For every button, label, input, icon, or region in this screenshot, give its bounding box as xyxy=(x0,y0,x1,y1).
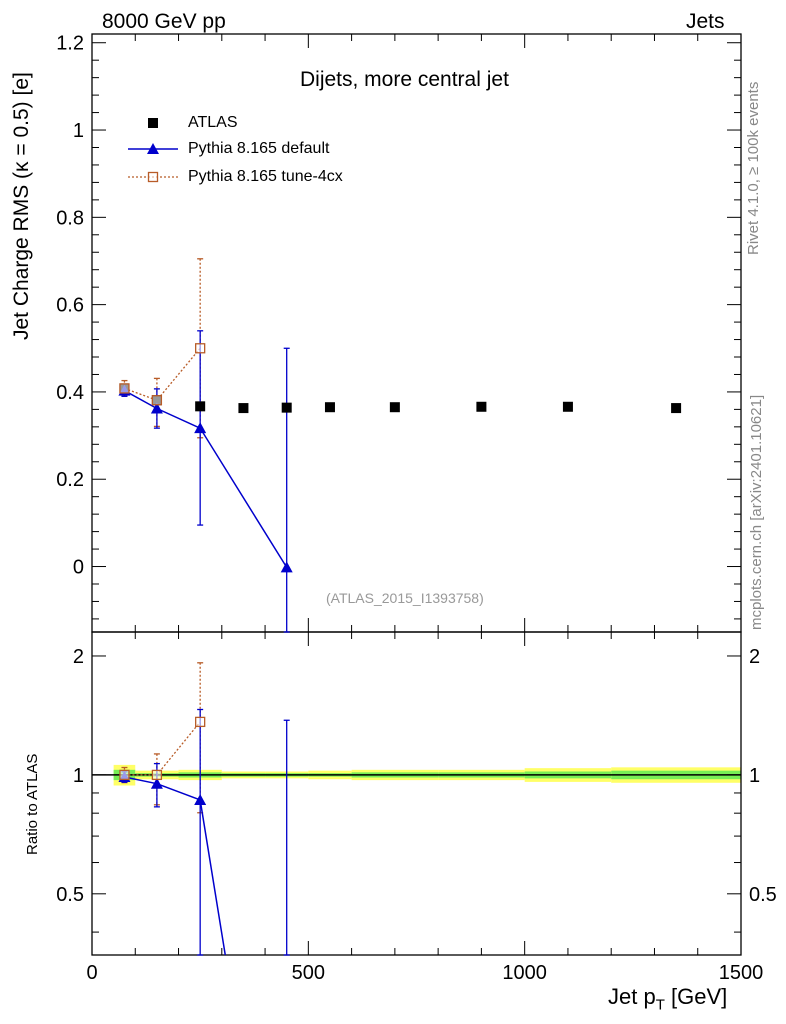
ratio-default-data-point xyxy=(150,777,163,789)
default-data-point xyxy=(150,402,163,414)
x-tick-label: 0 xyxy=(86,962,97,984)
y-tick-label: 1.2 xyxy=(56,33,84,55)
analysis-label: (ATLAS_2015_I1393758) xyxy=(326,590,484,606)
x-axis-label-text: Jet pT [GeV] xyxy=(608,984,728,1014)
default-line xyxy=(124,389,288,568)
atlas-data-point xyxy=(476,401,487,412)
tune-4cx-data-point xyxy=(195,343,206,354)
tune-4cx-line xyxy=(124,347,201,401)
header-right: Jets xyxy=(686,10,725,33)
ratio-tune-4cx-data-point xyxy=(151,769,163,781)
legend-label-atlas: ATLAS xyxy=(188,114,238,131)
x-tick-label: 500 xyxy=(292,962,325,984)
ratio-y-tick-label: 0.5 xyxy=(56,884,84,906)
ratio-y-tick-label: 1 xyxy=(73,765,84,787)
atlas-data-point xyxy=(671,403,682,414)
plot-title: Dijets, more central jet xyxy=(300,68,509,91)
ratio-tune-4cx-data-point xyxy=(195,716,206,728)
legend-marker-atlas xyxy=(148,118,158,128)
y-tick-label: 1 xyxy=(73,120,84,142)
atlas-data-point xyxy=(389,402,400,413)
legend-marker-default xyxy=(147,143,159,154)
x-tick-label: 1500 xyxy=(719,962,764,984)
y-tick-label: 0.8 xyxy=(56,207,84,229)
ratio-default-data-point xyxy=(194,793,207,805)
default-data-point xyxy=(280,561,293,573)
ratio-y-tick-label-right: 2 xyxy=(749,646,760,668)
x-axis-label: Jet pT [GeV] xyxy=(608,984,727,1013)
ratio-y-tick-label-right: 0.5 xyxy=(749,884,777,906)
legend-marker-tune-4cx xyxy=(147,171,159,183)
x-tick-label: 1000 xyxy=(502,962,547,984)
atlas-data-point xyxy=(562,401,573,412)
ratio-y-tick-label: 2 xyxy=(73,646,84,668)
main-plot-frame xyxy=(91,33,742,633)
y-tick-label: 0.4 xyxy=(56,382,84,404)
ratio-y-tick-label-right: 1 xyxy=(749,765,760,787)
ratio-tune-4cx-line xyxy=(124,721,201,776)
ratio-tune-4cx-data-point xyxy=(119,769,130,781)
default-data-point xyxy=(194,422,207,434)
atlas-data-point xyxy=(324,402,335,413)
y-tick-label: 0 xyxy=(73,557,84,579)
y-tick-label: 0.6 xyxy=(56,295,84,317)
legend-label-pythia-tune: Pythia 8.165 tune-4cx xyxy=(188,168,343,185)
legend-label-pythia-default: Pythia 8.165 default xyxy=(188,140,330,157)
tune-4cx-data-point xyxy=(119,383,130,394)
atlas-data-point xyxy=(195,401,206,412)
atlas-data-point xyxy=(281,402,292,413)
y-tick-label: 0.2 xyxy=(56,469,84,491)
atlas-data-point xyxy=(238,403,249,414)
ratio-default-line xyxy=(124,776,227,956)
header-left: 8000 GeV pp xyxy=(102,10,226,33)
ratio-plot-frame xyxy=(91,631,742,956)
tune-4cx-data-point xyxy=(151,395,163,406)
